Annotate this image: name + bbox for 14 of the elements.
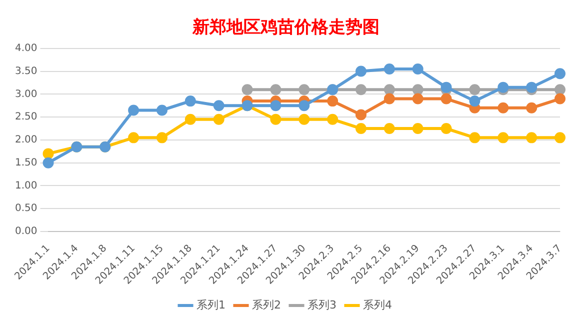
y-tick-label: 1.00 [15, 180, 38, 192]
chart-title: 新郑地区鸡苗价格走势图 [192, 18, 380, 38]
legend-label: 系列3 [308, 298, 336, 312]
legend-label: 系列4 [363, 298, 392, 312]
y-tick-label: 4.00 [15, 42, 38, 54]
y-tick-label: 3.00 [15, 88, 38, 100]
y-tick-label: 2.50 [15, 112, 38, 123]
legend-label: 系列1 [196, 298, 226, 312]
y-tick-label: 1.50 [15, 157, 38, 168]
y-tick-label: 3.50 [15, 66, 38, 77]
y-tick-label: 2.00 [15, 134, 38, 146]
y-tick-label: 0.50 [15, 203, 38, 214]
y-tick-label: 0.00 [15, 226, 38, 238]
legend-label: 系列2 [252, 298, 281, 312]
